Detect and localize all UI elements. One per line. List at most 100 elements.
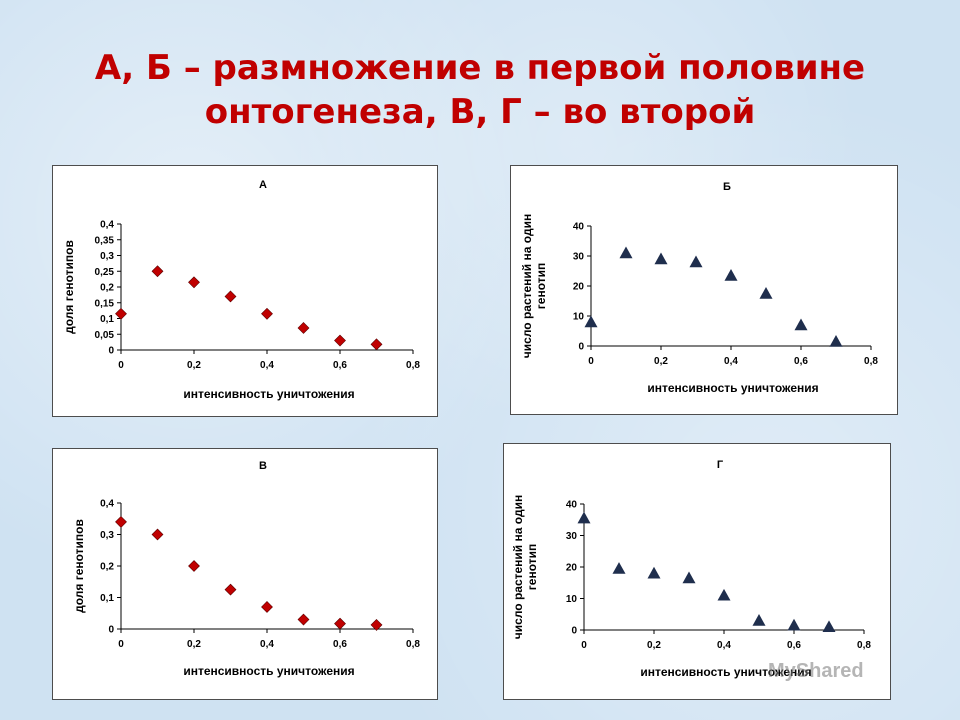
data-point-triangle	[682, 571, 696, 584]
data-point-triangle	[822, 620, 836, 633]
x-tick-label: 0	[588, 356, 594, 367]
x-tick-label: 0,4	[724, 356, 738, 367]
chart-g: Г 0 10 20 30 40 0 0,2 0,4 0,6 0,8 интенсивность уни…	[511, 459, 871, 679]
data-point-diamond	[297, 322, 310, 334]
chart-panel-g: Г 0 10 20 30 40 0 0,2 0,4 0,6 0,8 интенсивность уни…	[503, 443, 891, 700]
data-point-diamond	[261, 307, 273, 320]
data-point-triangle	[612, 562, 626, 574]
chart-title: А	[259, 179, 267, 191]
y-axis-label: число растений на одингенотип	[520, 214, 548, 358]
y-tick-label: 0,4	[100, 499, 114, 510]
data-point-triangle	[654, 252, 668, 265]
x-tick-label: 0,2	[647, 640, 661, 651]
x-tick-label: 0,4	[717, 640, 731, 651]
data-point-triangle	[577, 511, 591, 524]
data-point-diamond	[297, 613, 310, 626]
data-point-triangle	[787, 618, 801, 631]
x-tick-label: 0,2	[654, 356, 668, 367]
y-tick-label: 0,2	[100, 562, 114, 573]
x-axis-label: интенсивность уничтожения	[640, 665, 811, 679]
watermark: MyShared	[768, 660, 864, 682]
data-point-triangle	[794, 318, 808, 331]
x-tick-label: 0,8	[864, 356, 878, 367]
data-point-triangle	[724, 269, 738, 281]
y-tick-label: 10	[566, 594, 578, 605]
y-axis-label: число растений на одингенотип	[511, 495, 539, 639]
x-axis-label: интенсивность уничтожения	[183, 387, 354, 401]
y-tick-label: 0	[571, 626, 577, 637]
y-axis-label: доля генотипов	[72, 519, 86, 613]
x-tick-label: 0,2	[187, 639, 201, 650]
y-tick-label: 40	[573, 222, 585, 233]
chart-title: В	[259, 460, 267, 472]
y-tick-label: 0,3	[100, 530, 114, 541]
chart-a: А 0 0,05 0,1 0,15 0,2 0,25 0,3 0,35 0,4 0 0,2 0,4 0,6…	[62, 179, 420, 401]
chart-v: В 0 0,1 0,2 0,3 0,4 0 0,2 0,4 0,6 0,8 интенсивность…	[72, 460, 420, 678]
x-axis-label: интенсивность уничтожения	[183, 664, 354, 678]
data-point-triangle	[717, 588, 731, 601]
x-tick-label: 0,6	[787, 640, 801, 651]
chart-title: Г	[717, 459, 724, 471]
slide-title: А, Б – размножение в первой половине онт…	[0, 46, 960, 134]
y-tick-label: 20	[573, 282, 585, 293]
data-point-diamond	[370, 618, 383, 631]
x-tick-label: 0,6	[333, 639, 347, 650]
data-point-triangle	[829, 335, 843, 347]
chart-panel-a: А 0 0,05 0,1 0,15 0,2 0,25 0,3 0,35 0,4 0 0,2 0,4 0,6…	[52, 165, 438, 417]
data-point-triangle	[752, 614, 766, 626]
data-point-triangle	[584, 315, 598, 328]
data-point-diamond	[188, 276, 200, 289]
y-tick-label: 40	[566, 500, 578, 511]
x-tick-label: 0,8	[857, 640, 871, 651]
y-tick-label: 0,1	[100, 593, 114, 604]
y-tick-label: 20	[566, 563, 578, 574]
chart-panel-b: Б 0 10 20 30 40 0 0,2 0,4 0,6 0,8 интенсивность уни…	[510, 165, 898, 415]
data-point-triangle	[759, 287, 773, 299]
x-tick-label: 0,4	[260, 639, 274, 650]
data-point-diamond	[334, 334, 346, 347]
y-tick-label: 0	[108, 625, 114, 636]
x-tick-label: 0	[581, 640, 587, 651]
x-tick-label: 0,4	[260, 360, 274, 371]
data-point-diamond	[224, 290, 237, 303]
x-axis-label: интенсивность уничтожения	[647, 381, 818, 395]
y-tick-label: 0,4	[100, 220, 114, 231]
data-point-triangle	[689, 255, 703, 268]
y-tick-label: 0,05	[95, 330, 115, 341]
x-tick-label: 0	[118, 360, 124, 371]
data-point-diamond	[261, 601, 273, 613]
y-tick-label: 0,1	[100, 314, 114, 325]
data-point-diamond	[115, 307, 127, 320]
data-point-diamond	[224, 583, 237, 596]
y-axis-label: доля генотипов	[62, 240, 76, 334]
x-tick-label: 0,2	[187, 360, 201, 371]
slide-title-line-1: А, Б – размножение в первой половине	[94, 48, 866, 88]
y-tick-label: 0,2	[100, 283, 114, 294]
data-point-diamond	[115, 515, 127, 528]
data-point-diamond	[151, 528, 164, 541]
y-tick-label: 0,15	[95, 298, 115, 309]
data-point-diamond	[334, 617, 346, 630]
y-tick-label: 30	[566, 531, 578, 542]
x-tick-label: 0,6	[794, 356, 808, 367]
y-tick-label: 0,35	[95, 235, 115, 246]
y-tick-label: 0	[108, 346, 114, 357]
x-tick-label: 0,8	[406, 639, 420, 650]
data-point-diamond	[151, 265, 164, 278]
y-tick-label: 10	[573, 312, 585, 323]
y-tick-label: 0	[578, 342, 584, 353]
data-point-diamond	[188, 560, 200, 572]
x-tick-label: 0	[118, 639, 124, 650]
y-tick-label: 30	[573, 252, 585, 263]
chart-panel-v: В 0 0,1 0,2 0,3 0,4 0 0,2 0,4 0,6 0,8 интенсивность…	[52, 448, 438, 700]
chart-b: Б 0 10 20 30 40 0 0,2 0,4 0,6 0,8 интенсивность уни…	[520, 181, 878, 395]
y-tick-label: 0,3	[100, 251, 114, 262]
data-point-diamond	[370, 338, 383, 351]
slide-title-line-2: онтогенеза, В, Г – во второй	[204, 92, 756, 132]
data-point-triangle	[647, 566, 661, 579]
x-tick-label: 0,8	[406, 360, 420, 371]
chart-title: Б	[723, 181, 731, 193]
x-tick-label: 0,6	[333, 360, 347, 371]
y-tick-label: 0,25	[95, 267, 115, 278]
data-point-triangle	[619, 246, 633, 259]
